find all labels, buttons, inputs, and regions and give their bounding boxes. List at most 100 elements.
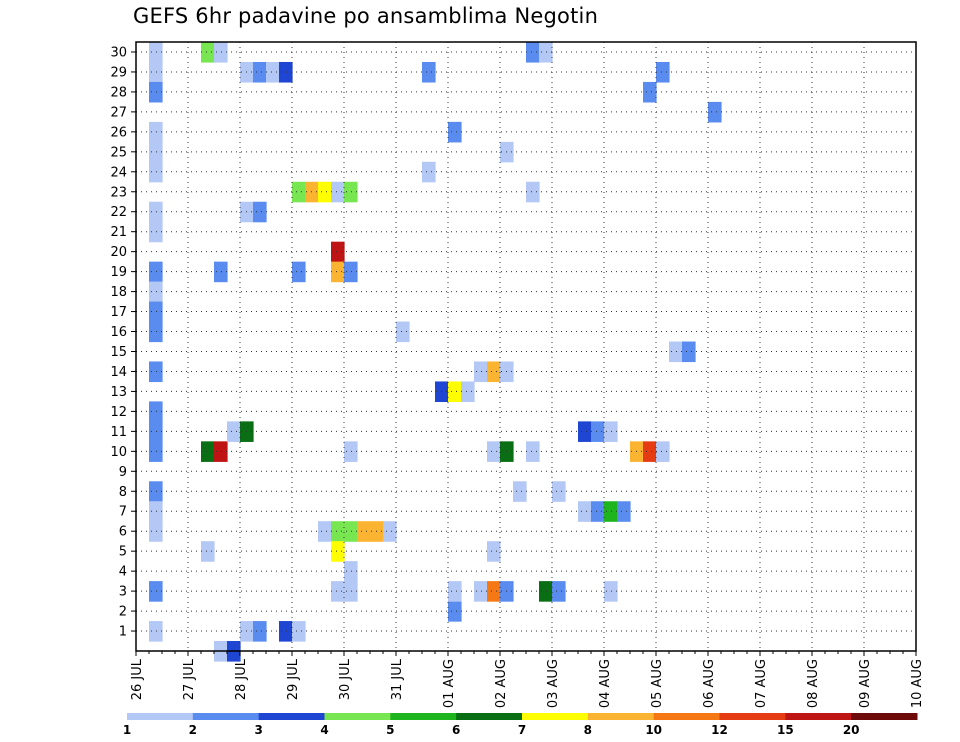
data-cell — [149, 261, 163, 283]
data-cell — [214, 42, 228, 63]
data-cell — [448, 601, 462, 622]
y-tick-label: 23 — [110, 185, 127, 200]
data-cell — [526, 42, 540, 63]
legend-label: 3 — [254, 723, 262, 737]
data-cell — [526, 441, 540, 462]
legend-label: 6 — [452, 723, 460, 737]
legend-swatch — [127, 713, 194, 720]
y-tick-label: 25 — [110, 145, 127, 160]
data-cell — [383, 521, 397, 542]
data-cell — [331, 241, 345, 263]
x-tick-label: 26 JUL — [130, 658, 145, 700]
legend-swatch — [587, 713, 655, 720]
data-cell — [578, 421, 592, 442]
legend-swatch — [324, 713, 391, 720]
data-cell — [669, 341, 683, 363]
data-cell — [149, 81, 163, 103]
x-tick-label: 04 AUG — [598, 659, 613, 708]
data-cell — [279, 61, 293, 83]
data-cell — [149, 401, 163, 422]
data-cell — [227, 421, 241, 442]
data-cell — [279, 621, 293, 642]
data-cell — [149, 501, 163, 522]
y-tick-label: 4 — [119, 565, 127, 580]
data-cell — [149, 481, 163, 502]
data-cell — [214, 261, 228, 283]
x-tick-label: 31 JUL — [390, 658, 405, 700]
y-tick-label: 26 — [110, 125, 127, 140]
y-tick-label: 9 — [119, 465, 127, 480]
data-cell — [149, 321, 163, 343]
data-cell — [292, 181, 306, 203]
legend-label: 15 — [777, 723, 794, 737]
legend-label: 12 — [711, 723, 728, 737]
data-cell — [149, 221, 163, 243]
legend-label: 7 — [518, 723, 526, 737]
data-cell — [552, 481, 566, 502]
data-cell — [604, 421, 618, 442]
legend-swatch — [653, 713, 720, 720]
data-cell — [253, 201, 267, 223]
legend-label: 1 — [123, 723, 131, 737]
legend-label: 4 — [320, 723, 328, 737]
data-cell — [513, 481, 527, 502]
x-tick-label: 09 AUG — [858, 659, 873, 708]
y-tick-label: 8 — [119, 485, 127, 500]
data-cell — [539, 42, 553, 63]
data-cell — [331, 541, 345, 562]
y-tick-label: 3 — [119, 585, 127, 600]
legend-label: 10 — [645, 723, 662, 737]
y-tick-label: 24 — [110, 165, 127, 180]
x-tick-label: 08 AUG — [806, 659, 821, 708]
data-cell — [474, 581, 488, 602]
y-tick-label: 27 — [110, 105, 127, 120]
data-cell — [526, 181, 540, 203]
legend-label: 20 — [843, 723, 860, 737]
data-cell — [292, 261, 306, 283]
data-cell — [253, 621, 267, 642]
data-cell — [396, 321, 410, 343]
data-cell — [149, 301, 163, 323]
x-tick-label: 07 AUG — [754, 659, 769, 708]
data-cell — [708, 101, 722, 123]
data-cell — [149, 161, 163, 183]
y-tick-label: 14 — [110, 365, 127, 380]
y-tick-label: 30 — [110, 45, 127, 60]
y-tick-label: 29 — [110, 65, 127, 80]
data-cell — [422, 61, 436, 83]
data-cell — [149, 361, 163, 383]
data-cell — [474, 361, 488, 383]
y-tick-label: 20 — [110, 245, 127, 260]
data-cell — [682, 341, 696, 363]
x-tick-label: 06 AUG — [702, 659, 717, 708]
data-cell — [266, 61, 280, 83]
y-tick-label: 1 — [119, 625, 127, 640]
legend-swatch — [719, 713, 786, 720]
x-tick-label: 02 AUG — [494, 659, 509, 708]
data-cell — [149, 521, 163, 542]
data-cell — [591, 501, 605, 522]
data-cell — [344, 521, 358, 542]
data-cell — [292, 621, 306, 642]
data-cell — [604, 501, 618, 522]
data-cell — [201, 541, 215, 562]
data-cell — [331, 181, 345, 203]
chart-title: GEFS 6hr padavine po ansamblima Negotin — [133, 4, 599, 28]
data-cell — [487, 441, 501, 462]
y-tick-label: 6 — [119, 525, 127, 540]
x-tick-label: 10 AUG — [910, 659, 925, 708]
legend-label: 8 — [584, 723, 592, 737]
data-cell — [461, 381, 475, 403]
data-cell — [487, 581, 501, 602]
y-tick-label: 11 — [110, 425, 127, 440]
data-cell — [487, 361, 501, 383]
data-cell — [643, 81, 657, 103]
y-tick-label: 13 — [110, 385, 127, 400]
y-tick-label: 7 — [119, 505, 127, 520]
x-tick-label: 03 AUG — [546, 659, 561, 708]
legend-swatch — [785, 713, 852, 720]
data-cell — [318, 181, 332, 203]
data-cell — [448, 381, 462, 403]
y-tick-label: 2 — [119, 605, 127, 620]
legend-swatch — [522, 713, 589, 720]
